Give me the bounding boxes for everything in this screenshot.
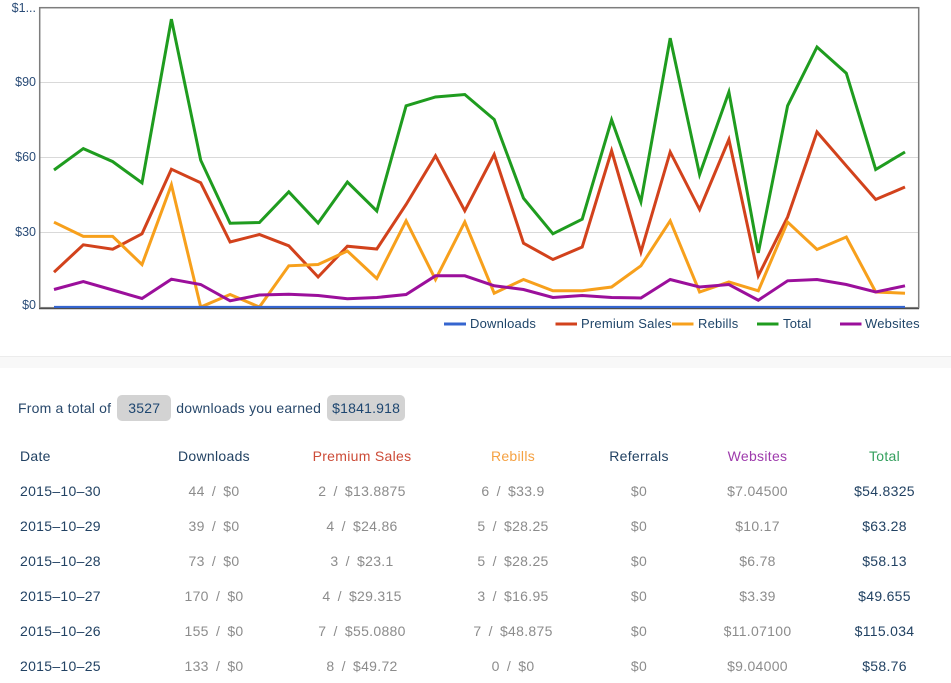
svg-text:Rebills: Rebills bbox=[698, 316, 739, 331]
svg-text:$30: $30 bbox=[15, 225, 36, 239]
svg-text:$1...: $1... bbox=[12, 1, 36, 15]
svg-text:$60: $60 bbox=[15, 150, 36, 164]
svg-text:$0: $0 bbox=[22, 298, 36, 312]
svg-text:$90: $90 bbox=[15, 75, 36, 89]
svg-text:Total: Total bbox=[783, 316, 811, 331]
svg-text:Premium Sales: Premium Sales bbox=[581, 316, 672, 331]
svg-text:Downloads: Downloads bbox=[470, 316, 536, 331]
svg-text:Websites: Websites bbox=[865, 316, 920, 331]
